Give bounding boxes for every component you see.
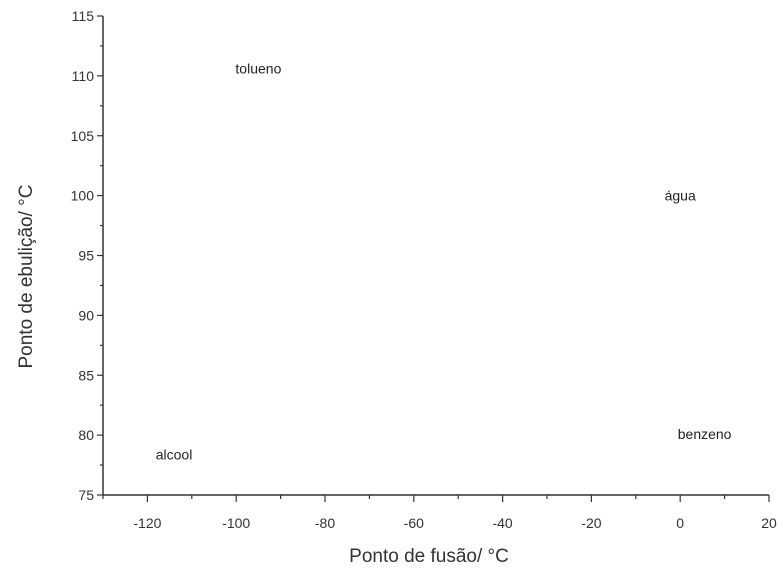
y-tick-label: 105 [71,128,95,144]
y-axis-title: Ponto de ebulição/ °C [16,185,37,369]
x-tick-label: -40 [492,515,512,531]
y-tick-label: 80 [78,427,94,443]
data-point-label: tolueno [235,61,281,77]
x-tick-label: -120 [133,515,161,531]
x-tick-label: -60 [404,515,424,531]
data-point-label: benzeno [678,426,732,442]
x-axis-title: Ponto de fusão/ °C [349,546,509,567]
x-tick-label: 20 [761,515,777,531]
y-tick-label: 100 [71,188,95,204]
x-axis-ticks: -120 -100 -80 -60 -40 -20 0 20 [102,495,777,531]
x-tick-label: 0 [676,515,684,531]
y-tick-label: 75 [78,487,94,503]
x-tick-label: -80 [315,515,335,531]
x-tick-label: -20 [581,515,601,531]
y-tick-label: 90 [78,307,94,323]
x-tick-label: -100 [222,515,250,531]
y-tick-label: 95 [78,248,94,264]
data-point-label: alcool [156,446,193,462]
y-tick-label: 85 [78,367,94,383]
y-axis-ticks: 75 80 85 90 95 100 105 110 115 [71,8,103,503]
data-point-label: água [665,188,696,204]
y-tick-label: 115 [72,8,95,24]
data-points: tolueno água benzeno alcool [156,61,732,463]
y-tick-label: 110 [72,68,95,84]
